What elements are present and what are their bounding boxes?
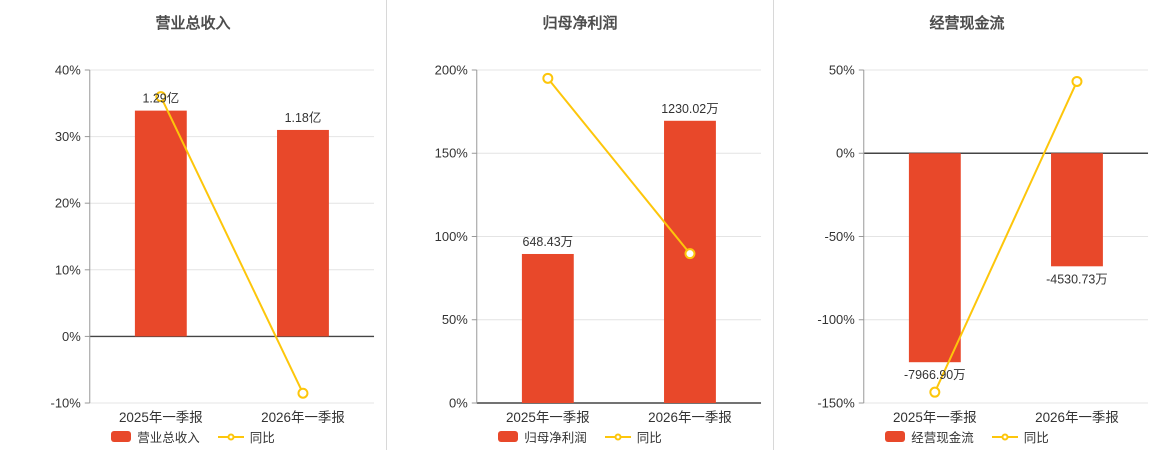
x-category-label: 2025年一季报 <box>893 410 977 425</box>
legend-label-bar: 营业总收入 <box>137 431 200 445</box>
chart-canvas-net-profit: 200% 150% 100% 50% 0% 648.43万 1230.02万 2025年一季报… <box>435 62 762 425</box>
legend-label-yoy: 同比 <box>636 431 662 445</box>
line-legend-dot-icon <box>614 433 622 440</box>
y-tick-label: 10% <box>55 262 81 277</box>
y-tick-label: 0% <box>449 395 468 410</box>
line-legend-marker <box>217 433 244 440</box>
y-tick-label: -10% <box>51 395 82 410</box>
bar-value-label: 1.29亿 <box>142 91 179 106</box>
y-tick-label: 30% <box>55 129 81 144</box>
bar-2025年一季报 <box>908 153 961 363</box>
panel-title-revenue: 营业总收入 <box>155 15 231 32</box>
line-legend-marker <box>991 433 1018 440</box>
yoy-line <box>159 96 304 394</box>
bar-value-label: -4530.73万 <box>1046 272 1108 286</box>
line-legend-dot-icon <box>1001 433 1009 440</box>
legend-label-bar: 归母净利润 <box>524 431 587 445</box>
yoy-marker <box>155 91 167 103</box>
x-category-label: 2026年一季报 <box>261 410 345 425</box>
legend-item-net-profit-yoy[interactable]: 同比 <box>604 427 662 446</box>
y-tick-label: 20% <box>55 196 81 211</box>
y-tick-label: 0% <box>836 146 855 161</box>
bar-2026年一季报 <box>664 120 716 403</box>
legend-item-net-profit-bar[interactable]: 归母净利润 <box>498 427 587 446</box>
y-tick-label: 150% <box>435 146 469 161</box>
yoy-marker <box>929 386 941 398</box>
x-category-label: 2026年一季报 <box>1035 410 1119 425</box>
panel-cash-flow: 经营现金流 50% 0% -50% -100% -150% -7966.90万 -4530.… <box>773 0 1160 450</box>
chart-canvas-cash-flow: 50% 0% -50% -100% -150% -7966.90万 -4530.73万 202… <box>817 62 1149 425</box>
yoy-marker <box>297 387 309 399</box>
yoy-marker <box>542 72 554 84</box>
bar-value-label: 1.18亿 <box>285 110 322 125</box>
bar-value-label: 1230.02万 <box>661 102 718 116</box>
chart-canvas-revenue: 40% 30% 20% 10% 0% -10% 1.29亿 1.18亿 2025年一季报 2026… <box>51 62 375 425</box>
bar-2025年一季报 <box>134 110 187 337</box>
y-tick-label: -100% <box>817 312 855 327</box>
legend-net-profit: 归母净利润 同比 <box>387 427 773 446</box>
yoy-line <box>547 77 691 255</box>
x-category-label: 2026年一季报 <box>648 410 732 425</box>
bar-2026年一季报 <box>277 129 329 337</box>
panel-net-profit: 归母净利润 200% 150% 100% 50% 0% 648.43万 1230.02万 20… <box>386 0 773 450</box>
yoy-marker <box>684 248 696 260</box>
x-category-label: 2025年一季报 <box>506 410 590 425</box>
panel-title-net-profit: 归母净利润 <box>542 15 618 32</box>
y-tick-label: -50% <box>825 229 856 244</box>
legend-revenue: 营业总收入 同比 <box>0 427 386 446</box>
panel-revenue: 营业总收入 40% 30% 20% 10% 0% -10% 1.29亿 1.18亿 2025年一… <box>0 0 386 450</box>
y-tick-label: -150% <box>817 395 855 410</box>
y-tick-label: 50% <box>442 312 468 327</box>
legend-cash-flow: 经营现金流 同比 <box>774 427 1160 446</box>
x-category-label: 2025年一季报 <box>119 410 203 425</box>
yoy-marker <box>1071 75 1083 87</box>
legend-item-cash-flow-bar[interactable]: 经营现金流 <box>885 427 974 446</box>
bar-legend-swatch <box>498 431 519 442</box>
legend-item-revenue-bar[interactable]: 营业总收入 <box>111 427 200 446</box>
bar-value-label: 648.43万 <box>523 235 574 249</box>
legend-label-bar: 经营现金流 <box>911 431 974 445</box>
y-tick-label: 50% <box>829 62 855 77</box>
bar-2026年一季报 <box>1051 153 1103 267</box>
bar-legend-swatch <box>885 431 906 442</box>
y-tick-label: 0% <box>62 329 81 344</box>
line-legend-dot-icon <box>227 433 235 440</box>
bar-2025年一季报 <box>521 253 574 403</box>
panel-title-cash-flow: 经营现金流 <box>929 15 1005 32</box>
bar-value-label: -7966.90万 <box>904 368 966 382</box>
legend-item-cash-flow-yoy[interactable]: 同比 <box>991 427 1049 446</box>
legend-item-revenue-yoy[interactable]: 同比 <box>217 427 275 446</box>
line-legend-marker <box>604 433 631 440</box>
legend-label-yoy: 同比 <box>249 431 275 445</box>
bar-legend-swatch <box>111 431 132 442</box>
legend-label-yoy: 同比 <box>1023 431 1049 445</box>
y-tick-label: 100% <box>435 229 469 244</box>
y-tick-label: 200% <box>435 62 469 77</box>
y-tick-label: 40% <box>55 62 81 77</box>
yoy-line <box>933 81 1078 393</box>
